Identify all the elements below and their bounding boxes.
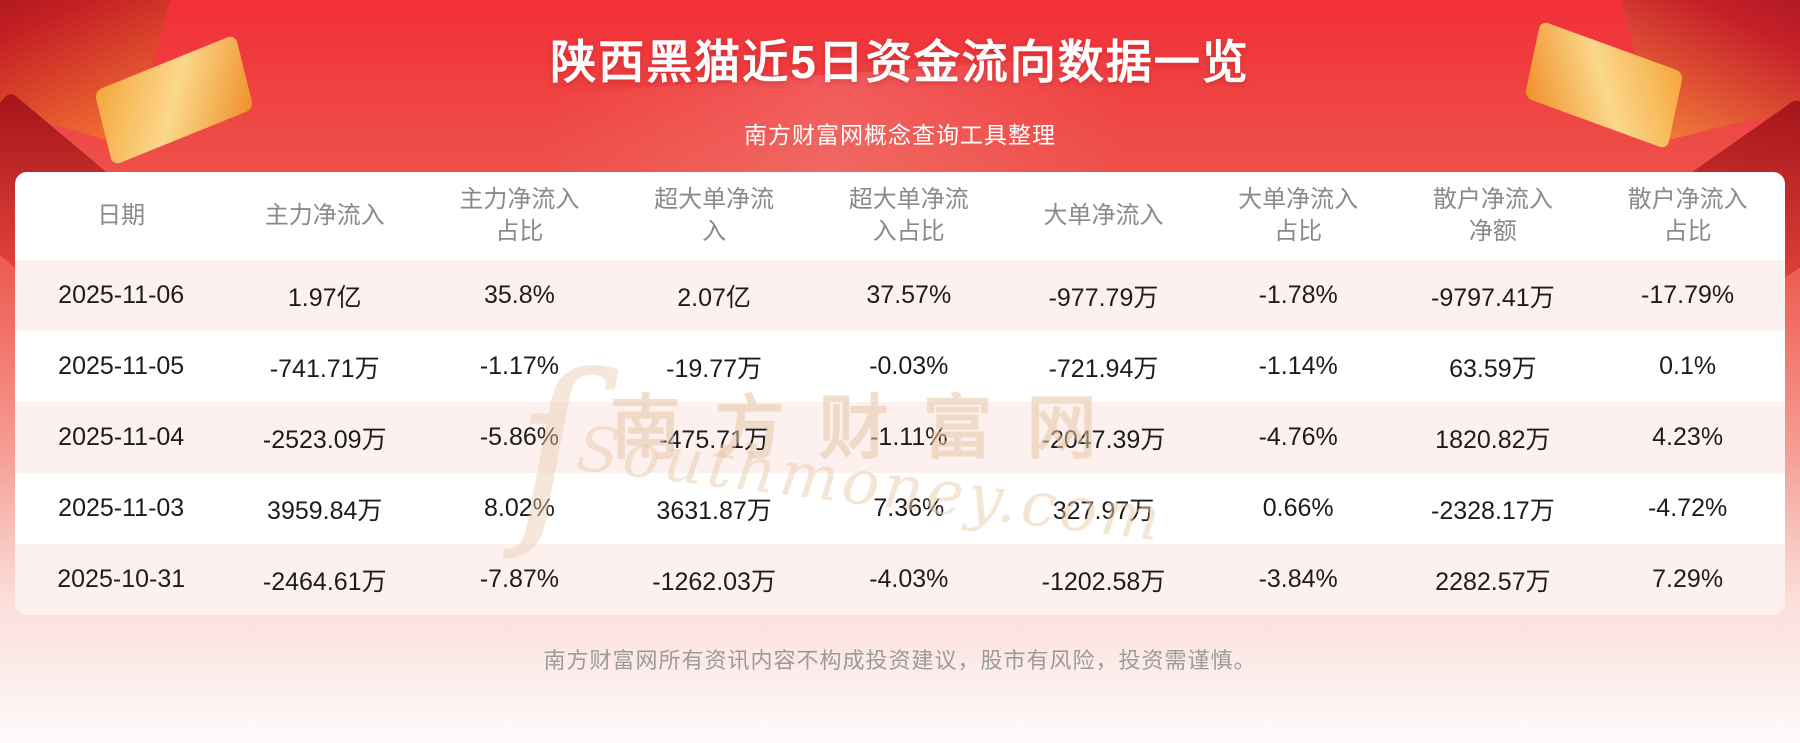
cell-main-net-inflow-ratio: 8.02% bbox=[483, 494, 555, 522]
fund-flow-table: 日期 主力净流入 主力净流入占比 超大单净流入 超大单净流入占比 大单净流入 大… bbox=[15, 172, 1785, 615]
cell-xl-order-net-inflow: -1262.03万 bbox=[652, 567, 776, 596]
page-subtitle: 南方财富网概念查询工具整理 bbox=[744, 122, 1056, 148]
cell-retail-net-inflow: -9797.41万 bbox=[1431, 283, 1555, 312]
cell-date: 2025-11-03 bbox=[58, 494, 185, 522]
cell-main-net-inflow: -741.71万 bbox=[269, 354, 380, 383]
cell-large-order-net-inflow: -1202.58万 bbox=[1041, 567, 1166, 596]
col-main-net-inflow: 主力净流入 bbox=[264, 201, 385, 229]
col-date: 日期 bbox=[97, 201, 146, 229]
col-retail-net-inflow-ratio: 散户净流入占比 bbox=[1627, 185, 1748, 245]
col-large-order-net-inflow-ratio: 大单净流入占比 bbox=[1238, 185, 1359, 245]
cell-large-order-net-inflow: -2047.39万 bbox=[1041, 425, 1166, 454]
col-main-net-inflow-ratio: 主力净流入占比 bbox=[459, 185, 580, 245]
cell-main-net-inflow-ratio: -5.86% bbox=[479, 423, 560, 451]
cell-large-order-net-inflow-ratio: -1.14% bbox=[1258, 352, 1338, 380]
col-xl-order-net-inflow: 超大单净流入 bbox=[654, 185, 775, 245]
cell-main-net-inflow: 1.97亿 bbox=[287, 283, 362, 312]
cell-date: 2025-11-04 bbox=[58, 423, 185, 451]
cell-date: 2025-11-06 bbox=[58, 281, 185, 309]
cell-large-order-net-inflow: -721.94万 bbox=[1048, 354, 1159, 383]
cell-date: 2025-10-31 bbox=[57, 565, 186, 593]
table-row: 2025-10-31 -2464.61万 -7.87% -1262.03万 -4… bbox=[15, 544, 1785, 615]
cell-xl-order-net-inflow-ratio: -1.11% bbox=[870, 423, 948, 451]
col-xl-order-net-inflow-ratio: 超大单净流入占比 bbox=[848, 185, 969, 245]
cell-retail-net-inflow: 1820.82万 bbox=[1435, 425, 1551, 454]
cell-large-order-net-inflow-ratio: -1.78% bbox=[1258, 281, 1338, 309]
table-row: 2025-11-04 -2523.09万 -5.86% -475.71万 -1.… bbox=[15, 402, 1785, 473]
cell-xl-order-net-inflow: 3631.87万 bbox=[656, 496, 772, 525]
cell-large-order-net-inflow: 327.97万 bbox=[1052, 496, 1155, 525]
cell-xl-order-net-inflow: 2.07亿 bbox=[677, 283, 751, 312]
cell-main-net-inflow-ratio: 35.8% bbox=[483, 281, 555, 309]
cell-main-net-inflow: -2464.61万 bbox=[262, 567, 387, 596]
cell-large-order-net-inflow-ratio: -3.84% bbox=[1258, 565, 1338, 593]
footer: 南方财富网所有资讯内容不构成投资建议，股市有风险，投资需谨慎。 bbox=[0, 643, 1800, 675]
cell-retail-net-inflow-ratio: -4.72% bbox=[1647, 494, 1728, 522]
cell-retail-net-inflow: -2328.17万 bbox=[1431, 496, 1555, 525]
cell-retail-net-inflow: 63.59万 bbox=[1449, 354, 1537, 383]
cell-xl-order-net-inflow-ratio: -4.03% bbox=[869, 565, 949, 593]
cell-xl-order-net-inflow-ratio: 37.57% bbox=[866, 281, 952, 309]
cell-date: 2025-11-05 bbox=[58, 352, 185, 380]
cell-large-order-net-inflow: -977.79万 bbox=[1048, 283, 1159, 312]
cell-main-net-inflow: -2523.09万 bbox=[262, 425, 387, 454]
cell-retail-net-inflow-ratio: 7.29% bbox=[1652, 565, 1724, 593]
header: 陕西黑猫近5日资金流向数据一览 南方财富网概念查询工具整理 bbox=[0, 0, 1800, 150]
col-retail-net-inflow: 散户净流入净额 bbox=[1432, 185, 1553, 245]
cell-main-net-inflow: 3959.84万 bbox=[267, 496, 383, 525]
cell-large-order-net-inflow-ratio: 0.66% bbox=[1262, 494, 1334, 522]
cell-retail-net-inflow-ratio: 4.23% bbox=[1652, 423, 1724, 451]
cell-main-net-inflow-ratio: -7.87% bbox=[479, 565, 560, 593]
fund-flow-table-panel: ſ 南方财富网 Southmoney.com 日期 主力净流入 主力净流入占比 … bbox=[15, 172, 1785, 615]
cell-xl-order-net-inflow: -19.77万 bbox=[666, 354, 763, 383]
cell-main-net-inflow-ratio: -1.17% bbox=[479, 352, 560, 380]
page-title: 陕西黑猫近5日资金流向数据一览 bbox=[550, 36, 1250, 88]
cell-retail-net-inflow: 2282.57万 bbox=[1435, 567, 1551, 596]
table-row: 2025-11-05 -741.71万 -1.17% -19.77万 -0.03… bbox=[15, 331, 1785, 402]
cell-xl-order-net-inflow-ratio: 7.36% bbox=[873, 494, 945, 522]
col-large-order-net-inflow: 大单净流入 bbox=[1043, 201, 1164, 229]
table-row: 2025-11-03 3959.84万 8.02% 3631.87万 7.36%… bbox=[15, 473, 1785, 544]
cell-retail-net-inflow-ratio: -17.79% bbox=[1641, 281, 1735, 309]
cell-large-order-net-inflow-ratio: -4.76% bbox=[1258, 423, 1338, 451]
table-header-row: 日期 主力净流入 主力净流入占比 超大单净流入 超大单净流入占比 大单净流入 大… bbox=[15, 172, 1785, 260]
table-row: 2025-11-06 1.97亿 35.8% 2.07亿 37.57% -977… bbox=[15, 260, 1785, 331]
disclaimer-text: 南方财富网所有资讯内容不构成投资建议，股市有风险，投资需谨慎。 bbox=[543, 648, 1257, 673]
cell-xl-order-net-inflow: -475.71万 bbox=[659, 425, 769, 454]
cell-retail-net-inflow-ratio: 0.1% bbox=[1659, 352, 1717, 380]
cell-xl-order-net-inflow-ratio: -0.03% bbox=[869, 352, 949, 380]
